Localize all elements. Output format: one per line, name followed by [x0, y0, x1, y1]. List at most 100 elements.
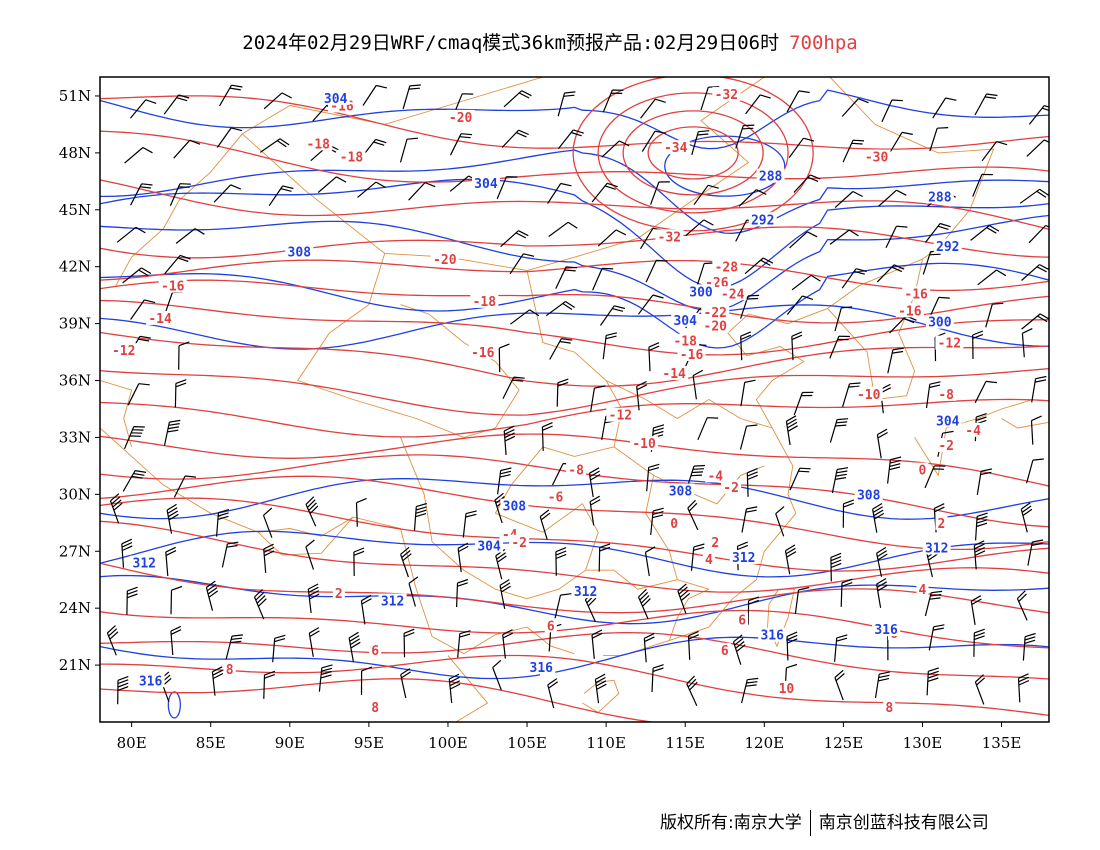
wind-barb — [1031, 375, 1047, 403]
temperature-label-bg — [712, 87, 741, 102]
wind-barb — [1016, 590, 1028, 621]
wind-barb — [495, 549, 507, 580]
temperature-label-bg — [895, 303, 924, 318]
wind-barb — [972, 330, 984, 360]
wind-barb — [263, 92, 292, 110]
boundary-line — [767, 588, 795, 648]
height-label-bg — [922, 540, 951, 555]
lat-tick-label: 51N — [59, 87, 91, 105]
temperature-label: 0 — [670, 517, 678, 532]
temperature-label-bg — [655, 229, 684, 244]
temperature-label-bg — [701, 318, 730, 333]
wind-barb — [740, 294, 760, 319]
wind-barb — [874, 671, 891, 699]
wind-barb — [1030, 415, 1042, 445]
temperature-label-bg — [721, 479, 742, 494]
temperature-label-bg — [776, 680, 797, 695]
map-frame — [99, 76, 1050, 723]
wind-barb — [502, 376, 525, 399]
temperature-label: -2 — [723, 481, 739, 496]
height-label: 316 — [874, 623, 898, 638]
lon-tick-label: 125E — [824, 734, 864, 752]
height-contour — [100, 530, 1049, 578]
wind-barb — [1021, 328, 1033, 358]
temperature-label-bg — [883, 699, 896, 714]
wind-barb — [121, 538, 133, 568]
lat-tick-label: 45N — [59, 201, 91, 219]
temperature-label: -34 — [664, 141, 688, 156]
temperature-label: 8 — [885, 701, 893, 716]
temperature-label: -2 — [938, 439, 954, 454]
temperature-label: 10 — [779, 682, 795, 697]
wind-barb — [928, 624, 945, 651]
temperature-label-bg — [660, 365, 689, 380]
wind-barb — [263, 543, 275, 573]
wind-barb — [253, 588, 267, 620]
wind-barb — [878, 189, 907, 207]
wind-barb — [789, 467, 811, 491]
temperature-label-bg — [677, 346, 706, 361]
wind-barb — [685, 219, 714, 237]
wind-barb — [746, 468, 758, 497]
temperature-label-bg — [545, 489, 566, 504]
wind-barb — [834, 306, 853, 332]
temperature-label: -18 — [473, 295, 497, 310]
wind-barb — [970, 224, 1000, 241]
wind-barb — [106, 625, 119, 656]
height-label-bg — [136, 673, 165, 688]
wind-barb — [501, 129, 529, 148]
wind-barb — [130, 299, 156, 320]
wind-barb — [973, 540, 986, 570]
wind-barb — [834, 190, 863, 209]
temperature-label-bg — [854, 386, 883, 401]
height-contour — [100, 478, 1049, 520]
boundary-line — [400, 270, 623, 600]
height-label: 304 — [477, 540, 501, 555]
wind-barb — [548, 221, 578, 237]
height-label: 288 — [928, 191, 952, 206]
wind-barb — [124, 146, 153, 164]
lon-tick-label: 110E — [586, 734, 626, 752]
wind-barb — [588, 467, 601, 498]
wind-barb — [170, 585, 183, 615]
wind-barb — [645, 259, 668, 283]
wind-barb — [1022, 632, 1036, 661]
wind-barb — [127, 383, 150, 406]
wind-barb — [126, 586, 138, 615]
temperature-contour — [100, 331, 1049, 387]
wind-barb — [164, 254, 191, 275]
wind-barb — [456, 578, 469, 608]
temperature-label: -14 — [662, 367, 686, 382]
height-contour — [100, 636, 1049, 680]
wind-barb — [793, 391, 814, 416]
temperature-label: 8 — [371, 701, 379, 716]
wind-barb — [502, 629, 514, 659]
wind-barb — [643, 633, 655, 663]
wind-barb — [539, 509, 551, 540]
wind-barb — [932, 97, 957, 119]
wind-barb — [924, 465, 946, 489]
wind-barb — [794, 586, 810, 614]
wind-barb — [510, 309, 540, 325]
temperature-label-bg — [606, 407, 635, 422]
height-label-bg — [666, 483, 695, 498]
wind-barb — [123, 426, 145, 450]
temperature-label-bg — [146, 310, 175, 325]
wind-barb — [889, 131, 913, 154]
wind-barb — [399, 137, 419, 163]
temperature-label: 4 — [705, 553, 713, 568]
height-label: 312 — [925, 541, 948, 556]
wind-barb — [644, 546, 656, 577]
wind-barb — [556, 378, 569, 407]
lat-tick-label: 33N — [59, 428, 91, 446]
wind-barb — [926, 667, 939, 696]
wind-barb — [830, 552, 842, 582]
wind-barb — [641, 130, 666, 152]
wind-barb — [589, 495, 601, 526]
wind-barb — [789, 231, 818, 249]
wind-barb — [651, 664, 664, 693]
temperature-label-bg — [661, 140, 690, 155]
wind-barb — [842, 139, 865, 163]
wind-barb — [974, 380, 997, 404]
temperature-label-bg — [304, 136, 333, 151]
